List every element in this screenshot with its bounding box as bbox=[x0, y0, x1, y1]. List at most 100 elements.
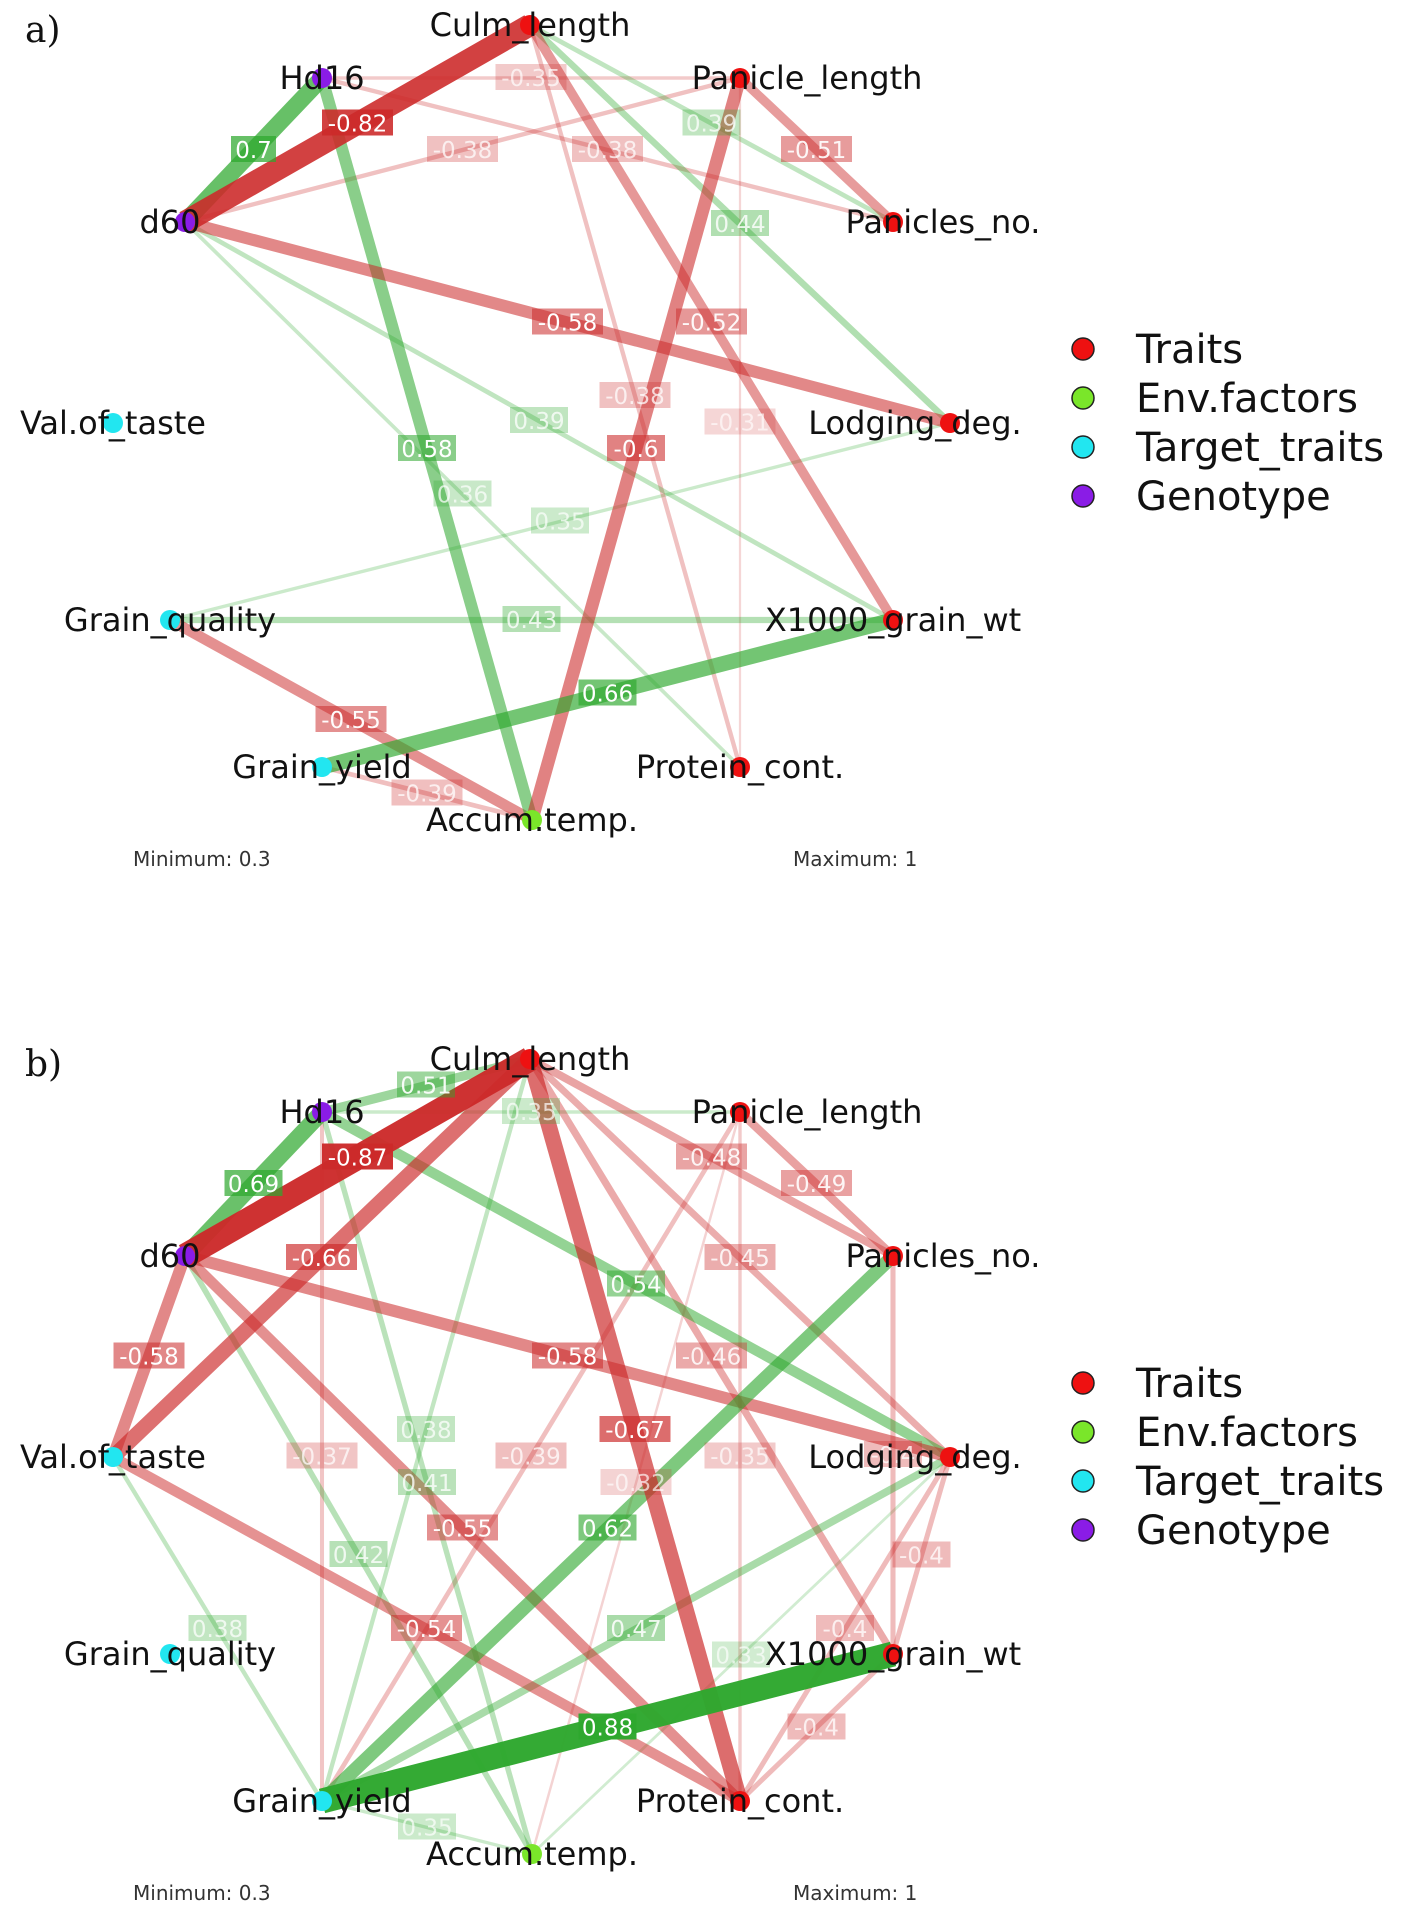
edge-label-bg bbox=[704, 1442, 776, 1469]
edge-label-d60-Val_of_taste: -0.58 bbox=[119, 1345, 179, 1371]
edge-label-bg bbox=[113, 1342, 185, 1369]
edge-label-d60-Lodging_deg: -0.58 bbox=[538, 1345, 598, 1371]
edge-label-Grain_yield-X1000_grain_wt: 0.88 bbox=[582, 1716, 633, 1742]
legend-label-Target_traits: Target_traits bbox=[1135, 425, 1384, 471]
edge-label-bg bbox=[502, 606, 561, 632]
edge-Culm_length-Lodging_deg bbox=[527, 22, 953, 426]
minimum-caption: Minimum: 0.3 bbox=[133, 1881, 271, 1905]
edge-label-Culm_length-Protein_cont: -0.38 bbox=[605, 384, 665, 410]
edge-label-bg bbox=[607, 1270, 665, 1297]
edge-label-bg bbox=[510, 407, 568, 433]
node-d60 bbox=[175, 1246, 195, 1266]
edge-Culm_length-Lodging_deg bbox=[527, 1056, 953, 1460]
edge-label-bg bbox=[391, 779, 463, 806]
edge-d60-X1000_grain_wt bbox=[183, 219, 895, 623]
node-label-Protein_cont: Protein_cont. bbox=[636, 1782, 844, 1820]
edge-label-bg bbox=[322, 109, 393, 136]
edge-label-d60-Lodging_deg: -0.58 bbox=[538, 311, 598, 337]
edge-label-bg bbox=[427, 1514, 498, 1541]
edge-d60-Panicle_length bbox=[184, 75, 741, 225]
edge-label-Panicle_length-Accum_temp: -0.32 bbox=[606, 1471, 666, 1497]
edge-label-bg bbox=[398, 1813, 456, 1840]
node-label-Accum_temp: Accum.temp. bbox=[426, 801, 638, 839]
edge-label-bg bbox=[397, 1416, 455, 1442]
node-label-d60: d60 bbox=[139, 203, 200, 241]
node-Grain_yield bbox=[312, 1791, 332, 1811]
node-Hd16 bbox=[312, 68, 332, 88]
edge-label-d60-Panicle_length: -0.38 bbox=[433, 138, 493, 164]
edge-label-bg bbox=[682, 109, 741, 136]
legend-label-Genotype: Genotype bbox=[1136, 1508, 1331, 1554]
edge-labels: -0.31 -0.35 0.35 0.36 -0.38 -0.38 -0.38 0.39 0.3… bbox=[231, 64, 852, 808]
node-label-Panicles_no: Panicles_no. bbox=[846, 1237, 1041, 1275]
edge-label-bg bbox=[286, 1442, 358, 1469]
edge-label-d60-X1000_grain_wt: 0.39 bbox=[513, 409, 564, 435]
node-Grain_quality bbox=[160, 1644, 180, 1664]
node-label-Protein_cont: Protein_cont. bbox=[636, 748, 844, 786]
legend-swatch-Genotype bbox=[1071, 1518, 1095, 1542]
edge-label-Culm_length-Grain_yield: 0.38 bbox=[400, 1418, 451, 1444]
edge-label-bg bbox=[781, 1170, 852, 1196]
node-label-Panicle_length: Panicle_length bbox=[692, 1093, 923, 1131]
legend-swatch-Traits bbox=[1071, 1371, 1095, 1395]
edge-label-bg bbox=[676, 1143, 747, 1170]
edge-label-bg bbox=[531, 507, 589, 534]
edge-Grain_yield-Lodging_deg bbox=[320, 1453, 952, 1805]
node-Lodging_deg bbox=[940, 413, 960, 433]
node-label-d60: d60 bbox=[139, 1237, 200, 1275]
edge-label-Hd16-Accum_temp: 0.41 bbox=[401, 1471, 452, 1497]
edge-Grain_yield-Accum_temp bbox=[321, 764, 533, 823]
edge-label-bg bbox=[397, 1071, 455, 1098]
edge-label-Panicle_length-Panicles_no: -0.51 bbox=[787, 138, 847, 164]
edge-label-bg bbox=[433, 480, 492, 507]
edge-label-Culm_length-X1000_grain_wt: -0.46 bbox=[682, 1345, 742, 1371]
node-label-Lodging_deg: Lodging_deg. bbox=[808, 1438, 1021, 1476]
edge-label-Culm_length-X1000_grain_wt: -0.52 bbox=[682, 311, 742, 337]
node-label-Panicle_length: Panicle_length bbox=[692, 59, 923, 97]
node-label-Val_of_taste: Val.of_taste bbox=[20, 1438, 206, 1476]
legend-swatch-Target_traits bbox=[1071, 1469, 1095, 1493]
edge-Lodging_deg-X1000_grain_wt bbox=[890, 1456, 953, 1655]
edge-Culm_length-Protein_cont bbox=[527, 24, 743, 768]
node-d60 bbox=[175, 212, 195, 232]
edge-label-Culm_length-Panicles_no: 0.39 bbox=[686, 112, 737, 138]
edge-Culm_length-X1000_grain_wt bbox=[526, 1057, 897, 1656]
edge-label-bg bbox=[532, 308, 603, 335]
edge-label-Grain_yield-Lodging_deg: 0.47 bbox=[610, 1617, 661, 1643]
network-panel-b: b)-0.320.330.35-0.350.35-0.370.380.38-0.… bbox=[20, 1040, 1384, 1905]
edge-label-bg bbox=[322, 1143, 393, 1170]
edge-label-bg bbox=[711, 210, 769, 236]
edge-label-Grain_quality-X1000_grain_wt: 0.43 bbox=[506, 608, 557, 634]
legend-label-Traits: Traits bbox=[1135, 1361, 1243, 1407]
node-Panicles_no bbox=[883, 1246, 903, 1266]
edge-label-bg bbox=[315, 706, 387, 732]
edge-label-bg bbox=[391, 1615, 462, 1641]
node-label-Val_of_taste: Val.of_taste bbox=[20, 404, 206, 442]
panel-letter: b) bbox=[25, 1044, 62, 1085]
node-X1000_grain_wt bbox=[883, 610, 903, 630]
node-Val_of_taste bbox=[103, 413, 123, 433]
node-Panicle_length bbox=[730, 68, 750, 88]
edge-label-d60-Culm_length: -0.87 bbox=[328, 1146, 388, 1172]
nodes: Culm_length Hd16 Panicle_length d60 Panicles… bbox=[20, 1040, 1040, 1873]
maximum-caption: Maximum: 1 bbox=[793, 847, 917, 871]
edge-label-bg bbox=[781, 136, 852, 162]
edge-label-bg bbox=[188, 1615, 247, 1641]
edge-label-Panicle_length-Grain_yield: -0.39 bbox=[501, 1445, 561, 1471]
edge-X1000_grain_wt-Protein_cont bbox=[738, 1652, 895, 1803]
node-label-X1000_grain_wt: X1000_grain_wt bbox=[765, 1635, 1021, 1673]
node-Hd16 bbox=[312, 1102, 332, 1122]
node-label-X1000_grain_wt: X1000_grain_wt bbox=[765, 601, 1021, 639]
node-Culm_length bbox=[520, 15, 540, 35]
edge-label-bg bbox=[816, 1615, 874, 1641]
legend-swatch-Env.factors bbox=[1071, 386, 1095, 410]
edge-label-Panicle_length-Protein_cont: -0.35 bbox=[710, 1445, 770, 1471]
edge-Panicle_length-Panicles_no bbox=[736, 74, 897, 226]
node-X1000_grain_wt bbox=[883, 1644, 903, 1664]
edge-Grain_quality-Lodging_deg bbox=[169, 421, 951, 622]
edge-label-bg bbox=[712, 1641, 770, 1668]
edge-label-bg bbox=[329, 1541, 388, 1567]
edge-Culm_length-Panicles_no bbox=[528, 1055, 895, 1260]
